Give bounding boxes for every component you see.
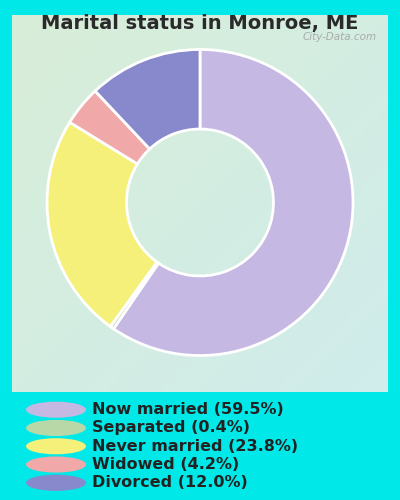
Text: City-Data.com: City-Data.com (302, 32, 377, 42)
Text: Widowed (4.2%): Widowed (4.2%) (92, 457, 239, 472)
Circle shape (26, 474, 86, 491)
Text: Never married (23.8%): Never married (23.8%) (92, 439, 298, 454)
Text: Divorced (12.0%): Divorced (12.0%) (92, 476, 248, 490)
Text: Separated (0.4%): Separated (0.4%) (92, 420, 250, 436)
Circle shape (26, 456, 86, 472)
Wedge shape (110, 262, 158, 329)
Wedge shape (47, 122, 157, 326)
Circle shape (26, 438, 86, 454)
Wedge shape (114, 50, 353, 356)
Text: Marital status in Monroe, ME: Marital status in Monroe, ME (41, 14, 359, 32)
Circle shape (26, 402, 86, 418)
Wedge shape (95, 50, 200, 149)
Text: Now married (59.5%): Now married (59.5%) (92, 402, 284, 417)
Circle shape (26, 420, 86, 436)
Wedge shape (70, 91, 150, 164)
